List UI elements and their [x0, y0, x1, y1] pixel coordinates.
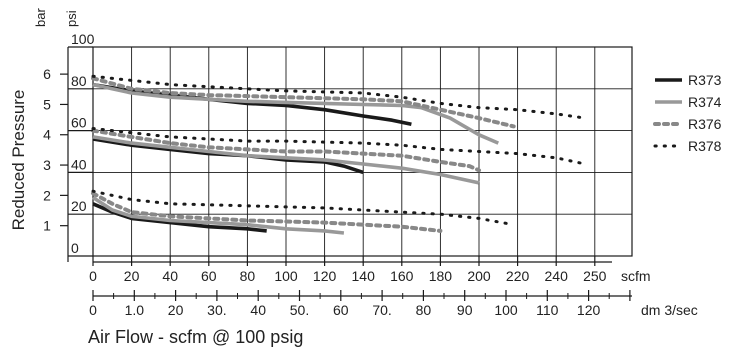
scfm-tick-label: 80 — [240, 268, 256, 284]
dm3-tick-label: 80 — [416, 302, 432, 318]
dm3-tick-label: 100 — [494, 302, 518, 318]
legend-label-r374: R374 — [688, 94, 722, 110]
scfm-tick-label: 40 — [162, 268, 178, 284]
curve-r376 — [91, 76, 516, 129]
dm3-tick-label: 60 — [333, 302, 349, 318]
scfm-tick-label: 120 — [313, 268, 337, 284]
psi-unit-label: psi — [64, 10, 79, 27]
dm3-tick-label: 110 — [536, 302, 559, 318]
dm3-tick-label: 70. — [372, 302, 391, 318]
curve-r374 — [92, 195, 345, 235]
bar-tick-label: 2 — [43, 187, 51, 203]
dm3-tick-label: 30. — [207, 302, 226, 318]
psi-tick-label: 60 — [71, 115, 87, 131]
psi-tick-label: 100 — [71, 31, 95, 47]
dm3-tick-label: 50. — [290, 302, 309, 318]
bar-tick-label: 3 — [43, 157, 51, 173]
dm3-tick-label: 90 — [457, 302, 473, 318]
scfm-tick-label: 60 — [201, 268, 217, 284]
scfm-tick-label: 100 — [274, 268, 298, 284]
scfm-tick-label: 240 — [545, 268, 569, 284]
bar-tick-label: 1 — [43, 218, 51, 234]
curve-r376 — [91, 191, 443, 233]
scfm-unit-label: scfm — [621, 268, 651, 284]
curve-r373 — [92, 82, 412, 127]
legend-label-r376: R376 — [688, 116, 722, 132]
scfm-tick-label: 140 — [352, 268, 376, 284]
curve-r378 — [91, 189, 516, 227]
scfm-tick-label: 200 — [467, 268, 491, 284]
curve-r374 — [92, 82, 500, 145]
legend-label-r378: R378 — [688, 138, 722, 154]
curve-r378 — [91, 127, 587, 166]
chart-grid — [92, 46, 633, 257]
legend-label-r373: R373 — [688, 72, 722, 88]
curve-r378 — [91, 74, 587, 120]
chart-axes — [67, 47, 632, 297]
psi-tick-label: 80 — [71, 73, 87, 89]
psi-tick-label: 40 — [71, 156, 87, 172]
y-axis-title: Reduced Pressure — [9, 90, 28, 231]
curve-r376 — [91, 128, 481, 173]
dm3-tick-label: 1.0 — [125, 302, 145, 318]
bar-tick-label: 4 — [43, 127, 51, 143]
chart-curves — [91, 74, 587, 235]
dm3-tick-label: 0 — [89, 302, 97, 318]
psi-tick-label: 20 — [71, 198, 87, 214]
dm3-tick-label: 20 — [168, 302, 184, 318]
dm3-tick-label: 40 — [250, 302, 266, 318]
curve-r374 — [92, 135, 480, 185]
curve-r373 — [92, 202, 267, 233]
dm3-unit-label: dm 3/sec — [641, 302, 698, 318]
scfm-tick-label: 220 — [506, 268, 530, 284]
scfm-tick-label: 160 — [390, 268, 414, 284]
scfm-tick-label: 180 — [429, 268, 453, 284]
chart-legend: R373 R374 R376 R378 — [653, 72, 722, 154]
x-axis-title: Air Flow - scfm @ 100 psig — [88, 327, 303, 347]
bar-unit-label: bar — [33, 8, 48, 27]
bar-tick-label: 6 — [43, 66, 51, 82]
scfm-tick-label: 250 — [583, 268, 607, 284]
psi-tick-label: 0 — [71, 240, 79, 256]
bar-tick-label: 5 — [43, 96, 51, 112]
scfm-tick-label: 20 — [124, 268, 140, 284]
scfm-tick-label: 0 — [89, 268, 97, 284]
plot-frame — [92, 46, 633, 257]
dm3-tick-label: 120 — [577, 302, 601, 318]
